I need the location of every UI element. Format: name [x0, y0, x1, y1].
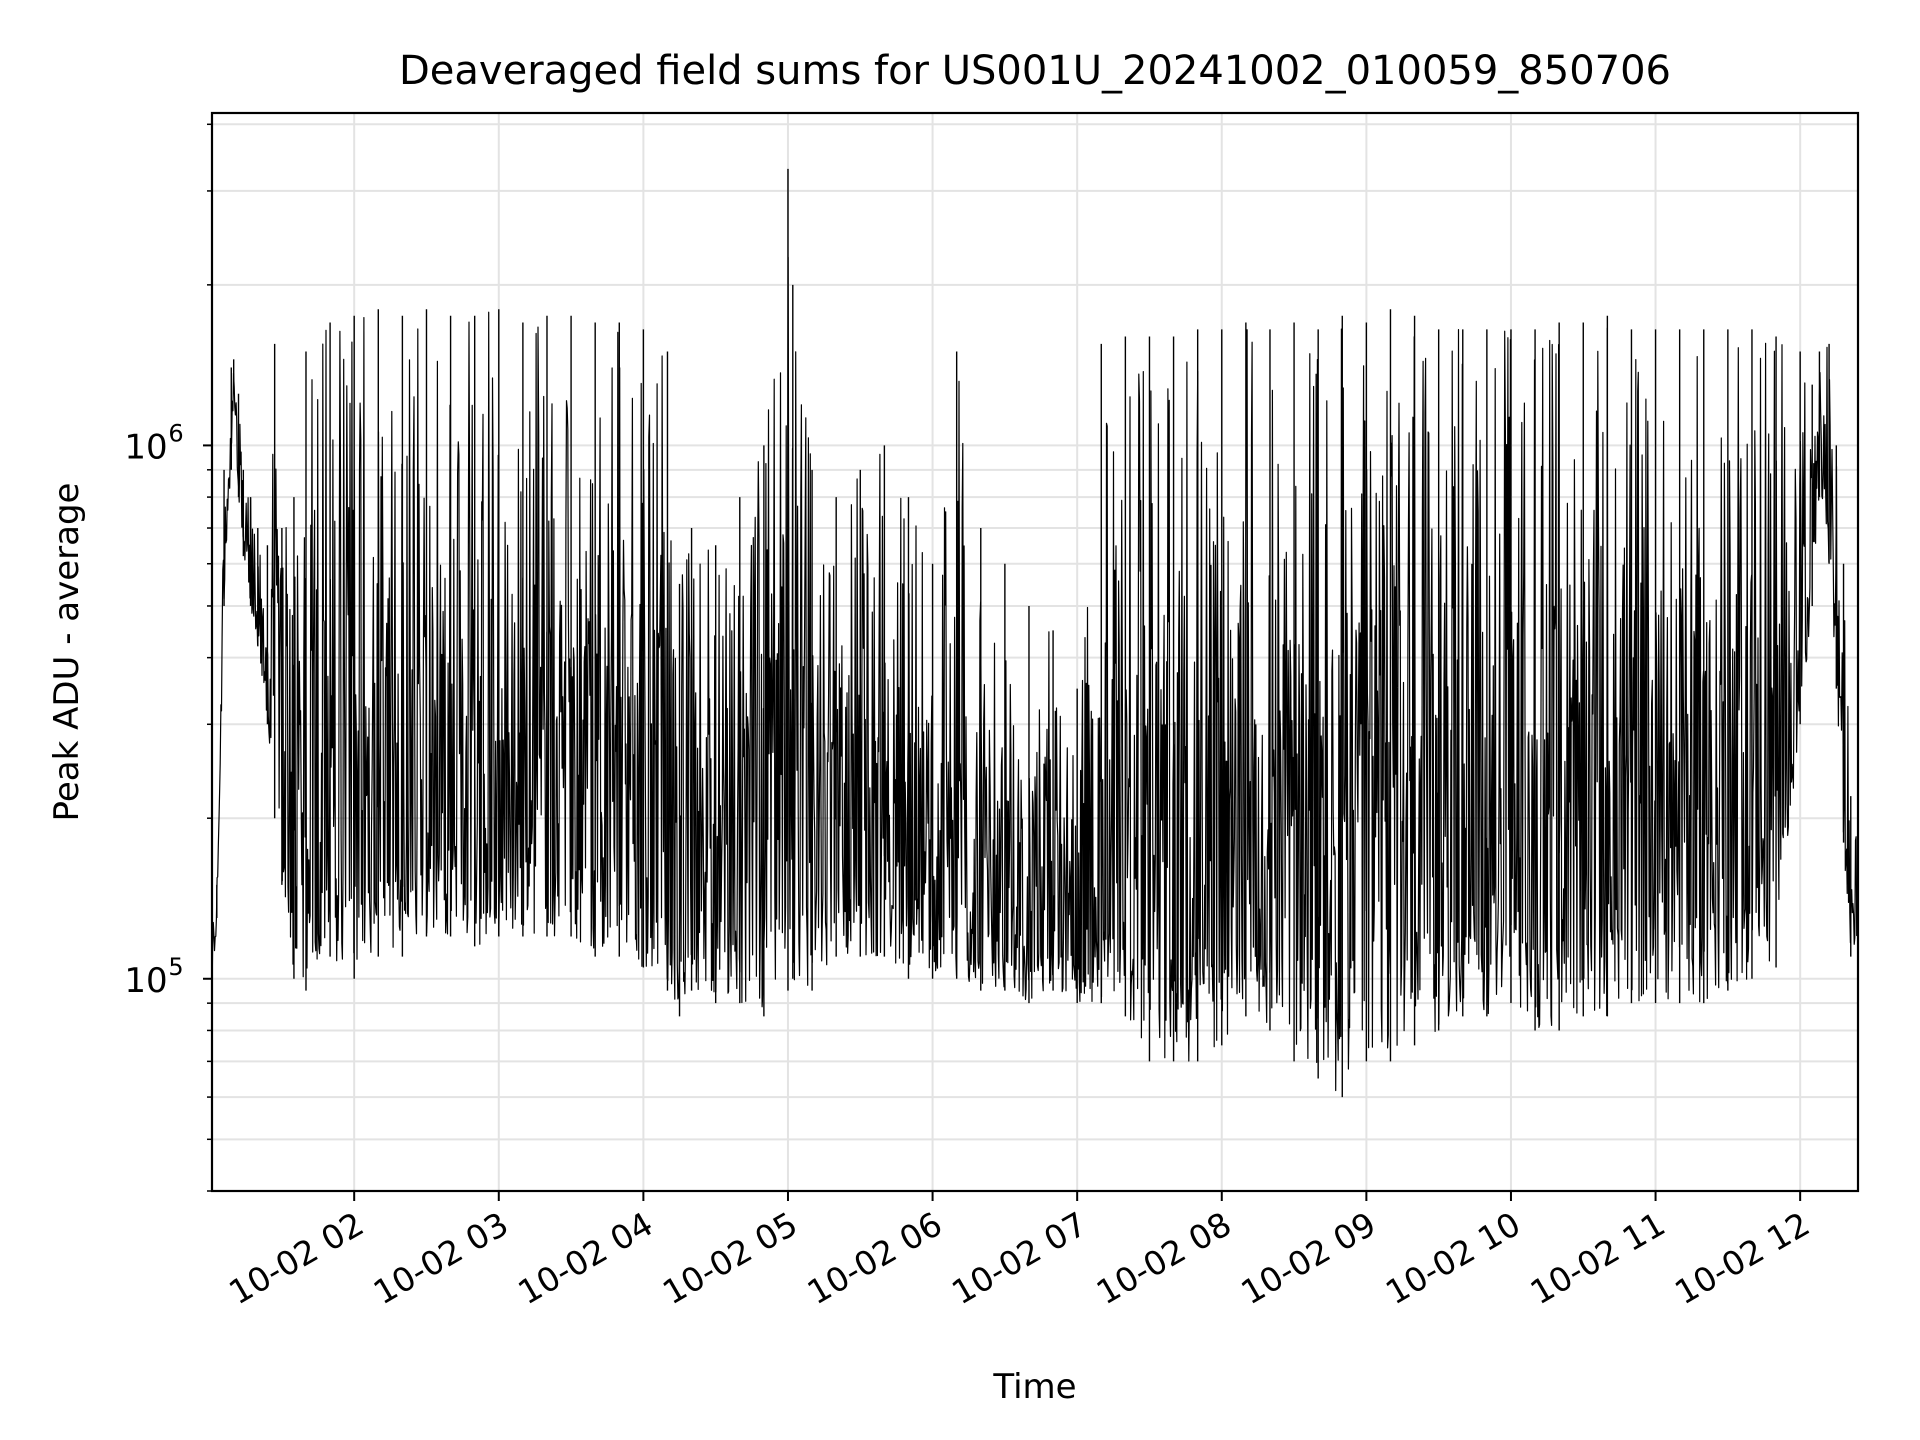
y-tick-label: 10 — [124, 427, 167, 467]
y-axis-label: Peak ADU - average — [47, 483, 87, 822]
y-tick-label-exponent: 6 — [168, 419, 183, 447]
x-axis-label: Time — [992, 1367, 1076, 1407]
y-tick-label: 10 — [124, 961, 167, 1001]
series-layer — [211, 168, 1859, 1098]
plot-frame — [210, 111, 1860, 1193]
chart-title: Deaveraged field sums for US001U_2024100… — [399, 48, 1671, 94]
y-tick-label-exponent: 5 — [168, 953, 183, 981]
